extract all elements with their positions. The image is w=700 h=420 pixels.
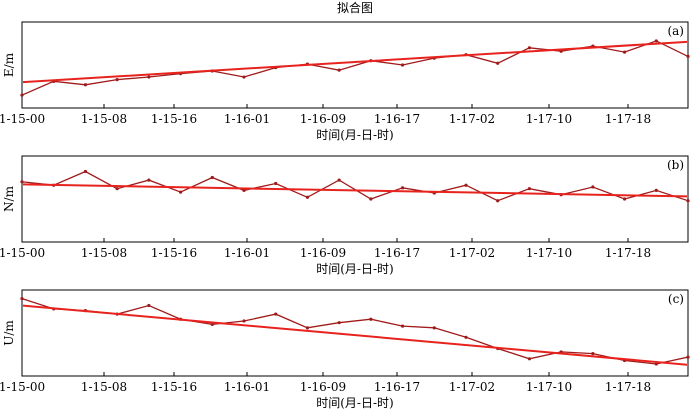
observation-point (432, 326, 436, 330)
observation-point (242, 75, 246, 79)
observation-point (527, 357, 532, 361)
panel-label: (b) (667, 158, 684, 172)
observation-point (464, 335, 468, 339)
x-tick-label: 1-15-08 (81, 112, 127, 126)
plot-frame (21, 155, 689, 243)
figure-title: 拟合图 (337, 0, 373, 15)
x-tick-label: 1-16-01 (224, 380, 270, 394)
x-tick-label: 1-15-16 (151, 112, 197, 126)
observation-point (654, 39, 658, 43)
observation-point (686, 199, 690, 203)
observation-point (337, 68, 341, 72)
chart-panel-2: 1-15-00 1-15-08 1-15-16 1-16-01 1-16-09 1-16-… (0, 155, 690, 276)
observation-point (337, 321, 341, 325)
observation-point (654, 362, 658, 366)
observation-line (23, 298, 687, 365)
x-tick-label: 1-17-18 (605, 246, 651, 260)
x-tick-label: 1-17-10 (526, 112, 572, 126)
observation-point (686, 355, 690, 359)
plot-frame (21, 21, 689, 109)
observation-point (654, 188, 658, 192)
observation-point (242, 319, 246, 323)
observation-point (400, 324, 405, 328)
observation-point (337, 178, 341, 182)
observation-point (622, 50, 627, 54)
x-tick-label: 1-16-01 (224, 112, 270, 126)
x-tick-label: 1-17-02 (449, 112, 495, 126)
panel-label: (c) (668, 292, 684, 306)
observation-point (527, 187, 532, 191)
x-tick-label: 1-15-00 (0, 246, 45, 260)
observation-point (464, 183, 468, 187)
x-tick-label: 1-16-17 (374, 246, 420, 260)
fit-line (23, 304, 687, 366)
observation-point (83, 169, 88, 174)
x-tick-label: 1-17-02 (449, 380, 495, 394)
x-tick-label: 1-16-01 (224, 246, 270, 260)
panel-label: (a) (667, 24, 684, 38)
observation-point (20, 180, 24, 184)
x-axis-label: 时间(月-日-时) (316, 262, 393, 276)
observation-point (20, 297, 24, 301)
x-tick-label: 1-15-08 (81, 246, 127, 260)
fit-line (23, 40, 687, 84)
observation-point (622, 197, 627, 201)
y-axis-label: E/m (2, 52, 16, 77)
x-axis-label: 时间(月-日-时) (316, 396, 393, 410)
x-tick-label: 1-15-00 (0, 112, 45, 126)
observation-point (147, 303, 151, 308)
x-tick-label: 1-17-02 (449, 246, 495, 260)
observation-point (591, 185, 595, 189)
x-tick-label: 1-16-09 (300, 112, 346, 126)
observation-point (20, 93, 24, 97)
observation-line (23, 40, 687, 96)
y-axis-label: U/m (2, 320, 16, 346)
observation-point (147, 75, 151, 79)
observation-point (178, 190, 183, 194)
observation-point (686, 54, 690, 59)
chart-panel-3: 1-15-00 1-15-08 1-15-16 1-16-01 1-16-09 1-16-… (0, 289, 690, 410)
observation-point (527, 46, 532, 50)
x-tick-label: 1-17-18 (605, 380, 651, 394)
observation-point (274, 181, 278, 186)
observation-point (147, 178, 151, 182)
chart-panel-1: 1-15-00 1-15-08 1-15-16 1-16-01 1-16-09 1-16-… (0, 21, 690, 142)
x-tick-label: 1-16-09 (300, 380, 346, 394)
observation-point (115, 187, 119, 191)
fit-line (23, 183, 687, 198)
x-axis-label: 时间(月-日-时) (316, 128, 393, 142)
observation-point (400, 63, 405, 67)
observation-point (305, 195, 310, 199)
observation-point (496, 199, 500, 203)
x-tick-label: 1-17-18 (605, 112, 651, 126)
x-tick-label: 1-17-10 (526, 246, 572, 260)
x-tick-label: 1-15-00 (0, 380, 45, 394)
observation-point (369, 317, 373, 321)
y-axis-label: N/m (2, 185, 16, 212)
observation-point (274, 312, 278, 316)
observation-point (242, 188, 246, 192)
observation-point (83, 83, 88, 87)
observation-point (591, 352, 595, 356)
x-tick-label: 1-15-16 (151, 380, 197, 394)
x-tick-label: 1-15-16 (151, 246, 197, 260)
observation-point (400, 186, 405, 190)
observation-point (210, 175, 214, 180)
plot-frame (21, 289, 689, 377)
x-tick-label: 1-16-17 (374, 112, 420, 126)
observation-point (115, 78, 119, 82)
observation-point (210, 322, 214, 326)
x-tick-label: 1-17-10 (526, 380, 572, 394)
x-tick-label: 1-15-08 (81, 380, 127, 394)
observation-point (369, 197, 373, 201)
observation-point (496, 61, 500, 65)
x-tick-label: 1-16-09 (300, 246, 346, 260)
x-tick-label: 1-16-17 (374, 380, 420, 394)
observation-point (305, 326, 310, 330)
